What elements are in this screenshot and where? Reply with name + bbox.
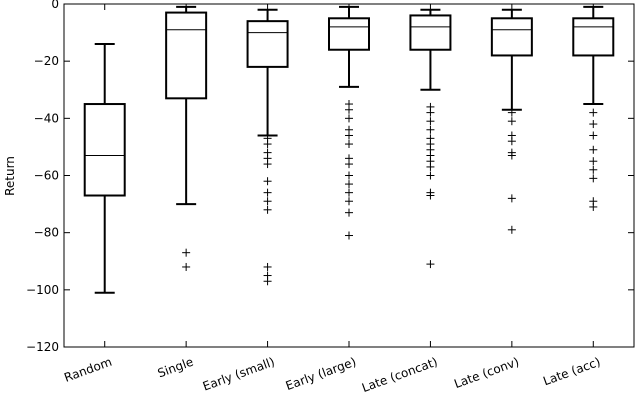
- box-iqr: [409, 14, 452, 51]
- outlier-marker: [426, 162, 435, 171]
- outlier-marker: [589, 174, 598, 183]
- box-group: [328, 5, 370, 240]
- y-tick-label: −60: [34, 169, 59, 183]
- y-tick-label: −100: [26, 283, 59, 297]
- x-tick-label: Late (conv): [452, 355, 521, 391]
- y-tick-label: −80: [34, 226, 59, 240]
- outlier-marker: [182, 248, 191, 257]
- outlier-marker: [426, 191, 435, 200]
- x-tick-label: Late (concat): [360, 355, 440, 395]
- outlier-marker: [589, 108, 598, 117]
- box-iqr: [490, 17, 533, 57]
- x-tick-label: Late (acc): [541, 355, 602, 389]
- outlier-marker: [507, 108, 516, 117]
- outlier-marker: [589, 145, 598, 154]
- outlier-marker: [507, 225, 516, 234]
- outlier-marker: [182, 262, 191, 271]
- outlier-marker: [263, 160, 272, 169]
- outlier-marker: [507, 137, 516, 146]
- outlier-marker: [345, 140, 353, 149]
- outlier-marker: [426, 171, 435, 180]
- outlier-marker: [426, 117, 435, 126]
- outlier-marker: [589, 120, 598, 129]
- x-tick-label: Early (small): [201, 355, 277, 394]
- outlier-marker: [345, 188, 353, 197]
- outlier-marker: [263, 197, 272, 206]
- outlier-marker: [345, 197, 353, 206]
- y-axis: 0 −20 −40 −60 −80 −100 −120: [26, 0, 634, 354]
- y-tick-label: −40: [34, 111, 59, 125]
- outlier-marker: [507, 117, 516, 126]
- x-tick-label: Single: [156, 355, 195, 381]
- box-iqr: [328, 17, 370, 51]
- box-group: [165, 5, 208, 271]
- y-tick-label: −120: [26, 340, 59, 354]
- box-iqr: [165, 11, 208, 100]
- outlier-marker: [589, 165, 598, 174]
- outlier-marker: [345, 180, 353, 189]
- outlier-marker: [345, 171, 353, 180]
- outlier-marker: [507, 194, 516, 203]
- outlier-marker: [263, 188, 272, 197]
- outlier-marker: [345, 208, 353, 217]
- outlier-marker: [426, 125, 435, 134]
- outlier-marker: [589, 157, 598, 166]
- outlier-marker: [426, 108, 435, 117]
- x-axis: Random Single Early (small) Early (large) La…: [62, 4, 602, 395]
- outlier-marker: [345, 105, 353, 114]
- y-tick-label: −20: [34, 54, 59, 68]
- y-axis-label: Return: [3, 156, 17, 196]
- box-group: [572, 5, 615, 211]
- outlier-marker: [345, 131, 353, 140]
- outlier-marker: [263, 205, 272, 214]
- outlier-marker: [263, 262, 272, 271]
- outlier-marker: [345, 114, 353, 123]
- box-series: [83, 5, 615, 294]
- outlier-marker: [263, 140, 272, 149]
- outlier-marker: [345, 231, 353, 240]
- outlier-marker: [263, 277, 272, 286]
- y-tick-label: 0: [51, 0, 59, 11]
- box-iqr: [83, 103, 126, 197]
- box-group: [490, 8, 533, 234]
- x-tick-label: Early (large): [284, 355, 358, 393]
- box-group: [83, 43, 126, 294]
- box-group: [246, 8, 289, 286]
- outlier-marker: [507, 151, 516, 160]
- box-iqr: [572, 17, 615, 57]
- outlier-marker: [589, 131, 598, 140]
- box-iqr: [246, 20, 289, 68]
- outlier-marker: [589, 202, 598, 211]
- outlier-marker: [263, 177, 272, 186]
- box-group: [409, 8, 452, 269]
- x-tick-label: Random: [62, 355, 113, 385]
- outlier-marker: [426, 260, 435, 269]
- outlier-marker: [345, 160, 353, 169]
